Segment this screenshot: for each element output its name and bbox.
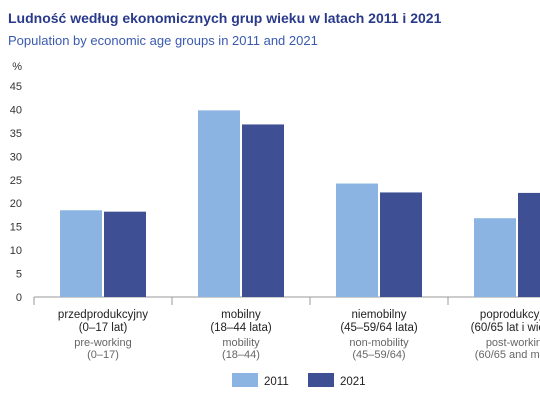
bar-2011 [336,183,378,297]
x-category-label-en: pre-working [74,337,131,349]
y-tick-label: 10 [10,245,22,257]
y-tick-label: 25 [10,175,22,187]
chart-title: Ludność według ekonomicznych grup wieku … [8,10,442,26]
legend-swatch-2011 [232,373,258,387]
bar-2011 [60,210,102,297]
y-tick-label: 35 [10,128,22,140]
bar-2021 [104,211,146,297]
legend-swatch-2021 [308,373,334,387]
y-tick-label: 20 [10,198,22,210]
x-category-label: niemobilny [352,309,407,321]
x-category-label-en: (60/65 and more) [475,349,540,361]
bar-2021 [380,192,422,297]
y-tick-label: 40 [10,104,22,116]
x-category-label: mobilny [221,309,261,321]
y-tick-label: 5 [16,269,22,281]
x-category-label: (0–17 lat) [79,322,128,334]
bar-2011 [474,218,516,297]
x-category-label: przedprodukcyjny [58,309,148,321]
y-tick-label: 0 [16,292,22,304]
bar-2011 [198,110,240,297]
chart-subtitle: Population by economic age groups in 201… [8,33,318,48]
x-category-label-en: post-working [486,337,540,349]
x-category-label-en: (18–44) [222,349,260,361]
x-category-label-en: non-mobility [349,337,409,349]
y-tick-label: 45 [10,81,22,93]
x-category-label-en: (45–59/64) [352,349,405,361]
bar-2021 [518,192,540,297]
legend-label-2011: 2011 [264,376,289,388]
bar-2021 [242,124,284,298]
x-category-label: (60/65 lat i więcej) [471,322,540,334]
legend-label-2021: 2021 [340,376,366,388]
y-tick-label: 30 [10,151,22,163]
x-category-label-en: (0–17) [87,349,119,361]
x-category-label: poprodukcyjny [480,309,540,321]
y-axis-label: % [12,61,22,73]
x-category-label: (45–59/64 lata) [340,322,418,334]
y-tick-label: 15 [10,222,22,234]
x-category-label-en: mobility [222,337,260,349]
x-category-label: (18–44 lata) [210,322,272,334]
